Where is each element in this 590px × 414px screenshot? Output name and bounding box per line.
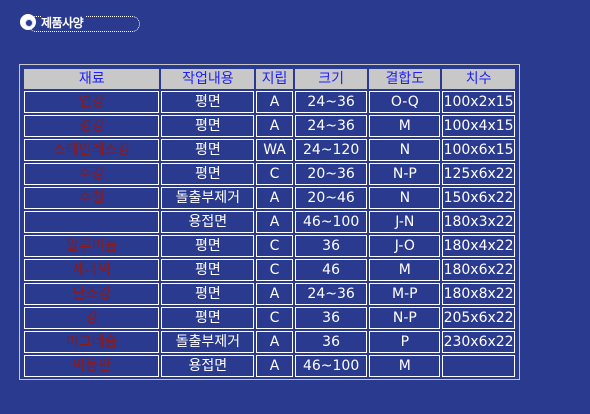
cell-bond: N [369, 139, 441, 161]
cell-size: 46~100 [294, 211, 368, 233]
cell-operation: 평면 [161, 163, 255, 185]
column-header-dimension: 치수 [442, 69, 515, 89]
cell-bond: J-N [369, 211, 441, 233]
cell-material: 마그네슘 [24, 331, 160, 353]
table-row: 알루미늄 평면 C 36 J-O 180x4x22 [24, 235, 515, 257]
cell-size: 24~36 [294, 91, 368, 113]
cell-dimension: 180x4x22 [442, 235, 515, 257]
cell-abrasive: A [256, 355, 293, 377]
cell-operation: 평면 [161, 139, 255, 161]
cell-abrasive: C [256, 259, 293, 281]
cell-abrasive: C [256, 307, 293, 329]
cell-operation: 용접면 [161, 355, 255, 377]
cell-dimension: 150x6x22 [442, 187, 515, 209]
cell-operation: 평면 [161, 283, 255, 305]
cell-abrasive: A [256, 91, 293, 113]
cell-operation: 평면 [161, 307, 255, 329]
table-row: 스테인레스강 평면 WA 24~120 N 100x6x15 [24, 139, 515, 161]
cell-operation: 평면 [161, 91, 255, 113]
cell-bond: J-O [369, 235, 441, 257]
cell-size: 36 [294, 307, 368, 329]
cell-material: 연강 [24, 91, 160, 113]
cell-size: 36 [294, 331, 368, 353]
cell-size: 36 [294, 235, 368, 257]
cell-size: 20~46 [294, 187, 368, 209]
spec-table-body: 연강 평면 A 24~36 O-Q 100x2x15 경강 평면 A 24~36 M 100x4x15… [24, 91, 515, 377]
cell-dimension [442, 355, 515, 377]
table-header-row: 재료 작업내용 지립 크기 결합도 치수 [24, 69, 515, 89]
cell-bond: P [369, 331, 441, 353]
cell-dimension: 100x2x15 [442, 91, 515, 113]
cell-size: 24~36 [294, 115, 368, 137]
section-title: 제품사양 [41, 15, 86, 31]
cell-abrasive: C [256, 235, 293, 257]
cell-material: 경강 [24, 115, 160, 137]
spec-table-frame: 재료 작업내용 지립 크기 결합도 치수 연강 평면 A 24~36 O-Q 100x2x… [19, 64, 520, 380]
cell-operation: 평면 [161, 259, 255, 281]
cell-bond: M [369, 259, 441, 281]
cell-abrasive: WA [256, 139, 293, 161]
cell-operation: 평면 [161, 235, 255, 257]
cell-size: 46 [294, 259, 368, 281]
cell-abrasive: C [256, 163, 293, 185]
cell-abrasive: A [256, 187, 293, 209]
cell-dimension: 100x6x15 [442, 139, 515, 161]
cell-material: 스테인레스강 [24, 139, 160, 161]
cell-size: 24~36 [294, 283, 368, 305]
table-row: 경강 평면 A 24~36 M 100x4x15 [24, 115, 515, 137]
cell-material: 알루미늄 [24, 235, 160, 257]
table-row: 박동판 용접면 A 46~100 M [24, 355, 515, 377]
cell-bond: M-P [369, 283, 441, 305]
table-row: 강 평면 C 36 N-P 205x6x22 [24, 307, 515, 329]
column-header-material: 재료 [24, 69, 160, 89]
cell-abrasive: A [256, 211, 293, 233]
cell-abrasive: A [256, 331, 293, 353]
cell-material: 단조강 [24, 283, 160, 305]
table-row: 용접면 A 46~100 J-N 180x3x22 [24, 211, 515, 233]
spec-table: 재료 작업내용 지립 크기 결합도 치수 연강 평면 A 24~36 O-Q 100x2x… [22, 67, 517, 379]
column-header-abrasive: 지립 [256, 69, 293, 89]
cell-size: 46~100 [294, 355, 368, 377]
column-header-bond: 결합도 [369, 69, 441, 89]
table-row: 마그네슘 돌출부제거 A 36 P 230x6x22 [24, 331, 515, 353]
table-row: 주강 평면 C 20~36 N-P 125x6x22 [24, 163, 515, 185]
cell-dimension: 205x6x22 [442, 307, 515, 329]
circle-bullet-icon [20, 14, 36, 30]
cell-bond: N-P [369, 307, 441, 329]
column-header-size: 크기 [294, 69, 368, 89]
column-header-operation: 작업내용 [161, 69, 255, 89]
cell-material: 주강 [24, 163, 160, 185]
table-row: 연강 평면 A 24~36 O-Q 100x2x15 [24, 91, 515, 113]
table-row: 세라믹 평면 C 46 M 180x6x22 [24, 259, 515, 281]
cell-bond: M [369, 115, 441, 137]
cell-material [24, 211, 160, 233]
cell-material: 강 [24, 307, 160, 329]
cell-dimension: 100x4x15 [442, 115, 515, 137]
cell-operation: 평면 [161, 115, 255, 137]
cell-bond: N [369, 187, 441, 209]
cell-dimension: 180x6x22 [442, 259, 515, 281]
cell-operation: 용접면 [161, 211, 255, 233]
cell-material: 박동판 [24, 355, 160, 377]
cell-operation: 돌출부제거 [161, 331, 255, 353]
cell-bond: O-Q [369, 91, 441, 113]
cell-bond: M [369, 355, 441, 377]
cell-size: 20~36 [294, 163, 368, 185]
cell-abrasive: A [256, 115, 293, 137]
cell-operation: 돌출부제거 [161, 187, 255, 209]
table-row: 단조강 평면 A 24~36 M-P 180x8x22 [24, 283, 515, 305]
cell-dimension: 180x3x22 [442, 211, 515, 233]
cell-dimension: 125x6x22 [442, 163, 515, 185]
cell-bond: N-P [369, 163, 441, 185]
cell-material: 세라믹 [24, 259, 160, 281]
cell-abrasive: A [256, 283, 293, 305]
cell-dimension: 180x8x22 [442, 283, 515, 305]
cell-size: 24~120 [294, 139, 368, 161]
table-row: 주철 돌출부제거 A 20~46 N 150x6x22 [24, 187, 515, 209]
section-header: 제품사양 [20, 14, 140, 32]
cell-dimension: 230x6x22 [442, 331, 515, 353]
cell-material: 주철 [24, 187, 160, 209]
